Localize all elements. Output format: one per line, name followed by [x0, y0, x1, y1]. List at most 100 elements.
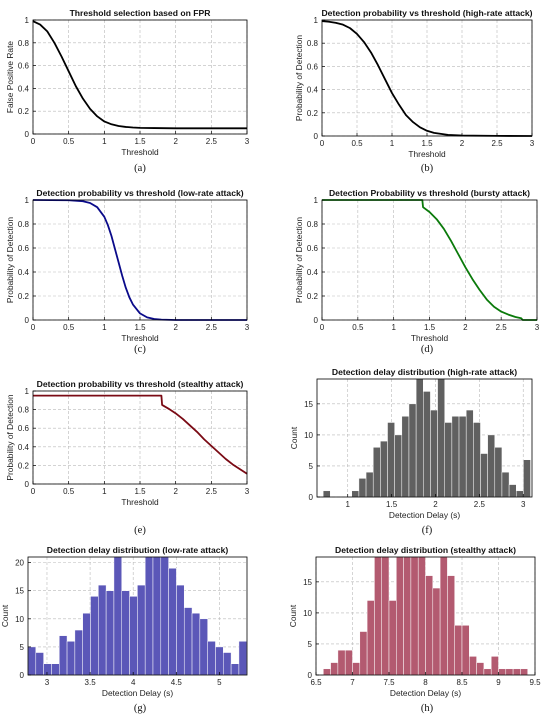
- histogram-bar: [322, 490, 331, 498]
- y-axis-label: False Positive Rate: [5, 41, 15, 113]
- x-tick-label: 2.5: [491, 139, 503, 148]
- x-tick-label: 9.5: [529, 678, 541, 687]
- y-tick-label: 0: [309, 493, 314, 502]
- histogram-bar: [439, 556, 448, 676]
- y-axis-label: Count: [289, 426, 299, 449]
- histogram-bar: [27, 646, 37, 676]
- histogram-bar: [337, 649, 346, 676]
- histogram-bar: [432, 587, 441, 676]
- histogram-bar: [483, 668, 492, 676]
- x-tick-label: 2.5: [496, 323, 508, 332]
- y-tick-label: 0: [314, 132, 319, 141]
- y-tick-label: 0.8: [18, 406, 30, 415]
- histogram-bar: [388, 600, 397, 676]
- x-tick-label: 3: [530, 139, 535, 148]
- histogram-bar: [465, 409, 474, 498]
- histogram-bar: [480, 453, 488, 498]
- chart-title: Detection probability vs threshold (stea…: [37, 379, 244, 389]
- histogram-bar: [410, 556, 419, 676]
- histogram-bar: [469, 656, 477, 676]
- histogram-bar: [490, 656, 499, 676]
- x-axis-label: Detection Delay (s): [390, 688, 461, 698]
- chart-title: Detection delay distribution (low-rate a…: [47, 545, 229, 555]
- x-tick-label: 2: [173, 323, 178, 332]
- x-tick-label: 7.5: [383, 678, 395, 687]
- histogram-bar: [144, 556, 154, 676]
- histogram-bar: [183, 607, 193, 676]
- panel-caption: (b): [421, 163, 434, 174]
- y-tick-label: 0: [20, 671, 25, 680]
- histogram-bar: [458, 416, 467, 498]
- histogram-bar: [352, 662, 361, 676]
- panel-caption: (f): [422, 525, 433, 536]
- x-tick-label: 0: [320, 139, 325, 148]
- panel-caption: (e): [134, 525, 146, 536]
- x-axis-label: Threshold: [121, 497, 159, 507]
- y-tick-label: 5: [309, 462, 314, 471]
- x-tick-label: 2.5: [206, 487, 218, 496]
- y-tick-label: 0.2: [307, 109, 319, 118]
- histogram-bar: [82, 612, 91, 676]
- histogram-bar: [90, 596, 99, 676]
- x-tick-label: 0: [31, 137, 36, 146]
- x-axis-label: Threshold: [121, 333, 159, 343]
- y-tick-label: 0.2: [18, 461, 30, 470]
- histogram-bar: [35, 652, 44, 676]
- histogram-bar: [74, 629, 83, 676]
- x-tick-label: 2: [463, 323, 468, 332]
- histogram-bar: [372, 447, 381, 498]
- histogram-bar: [501, 471, 510, 498]
- histogram-bar: [461, 625, 470, 676]
- x-tick-label: 1.5: [134, 137, 146, 146]
- x-tick-label: 1: [345, 500, 350, 509]
- panel-e: 0 0.5 1 1.5 2 2.5 3 0 0.2 0.4 0.6 0.8 1 Detection pro…: [5, 379, 250, 536]
- chart-title: Detection probability vs threshold (high…: [321, 8, 532, 18]
- x-tick-label: 3: [535, 323, 540, 332]
- y-axis-label: Probability of Detection: [294, 217, 304, 303]
- x-tick-label: 1: [102, 487, 107, 496]
- panel-caption: (a): [134, 163, 146, 174]
- x-axis-label: Threshold: [408, 149, 446, 159]
- histogram-bar: [396, 556, 404, 676]
- histogram-bar: [66, 641, 76, 676]
- x-tick-label: 1.5: [424, 323, 436, 332]
- histogram-bar: [359, 631, 368, 676]
- x-tick-label: 2: [173, 137, 178, 146]
- histogram-bar: [207, 641, 216, 676]
- histogram-bar: [387, 422, 395, 498]
- histogram-bar: [394, 434, 403, 498]
- histogram-bar: [473, 422, 481, 498]
- histogram-bar: [238, 641, 247, 676]
- y-tick-label: 10: [303, 609, 312, 618]
- histogram-bar: [512, 668, 521, 676]
- y-tick-label: 15: [15, 587, 24, 596]
- panel-g: 3 3.5 4 4.5 5 0 5 10 15 20 Detection delay distrib…: [0, 545, 248, 714]
- y-tick-label: 0.8: [307, 39, 319, 48]
- y-tick-label: 0.6: [18, 244, 30, 253]
- histogram-bar: [505, 668, 514, 676]
- y-tick-label: 0.8: [18, 39, 30, 48]
- y-axis-label: Probability of Detection: [294, 35, 304, 121]
- x-tick-label: 1.5: [134, 323, 146, 332]
- x-axis-label: Detection Delay (s): [389, 510, 460, 520]
- y-tick-label: 0.4: [18, 268, 30, 277]
- x-tick-label: 0: [31, 487, 36, 496]
- series-line: [32, 20, 247, 130]
- histogram-bar: [351, 490, 360, 498]
- histogram-bar: [454, 625, 463, 676]
- x-tick-label: 3: [245, 487, 250, 496]
- y-tick-label: 5: [20, 643, 25, 652]
- y-tick-label: 0.2: [307, 292, 319, 301]
- histogram-bar: [176, 584, 185, 676]
- histogram-bar: [113, 556, 122, 676]
- histogram-bar: [366, 600, 375, 676]
- y-tick-label: 0.6: [18, 62, 30, 71]
- histogram-bar: [374, 556, 382, 676]
- histogram-bar: [523, 459, 531, 498]
- histogram-bar: [191, 612, 201, 676]
- chart-title: Detection probability vs threshold (low-…: [36, 188, 243, 198]
- x-tick-label: 0.5: [352, 323, 364, 332]
- histogram-bar: [199, 618, 208, 676]
